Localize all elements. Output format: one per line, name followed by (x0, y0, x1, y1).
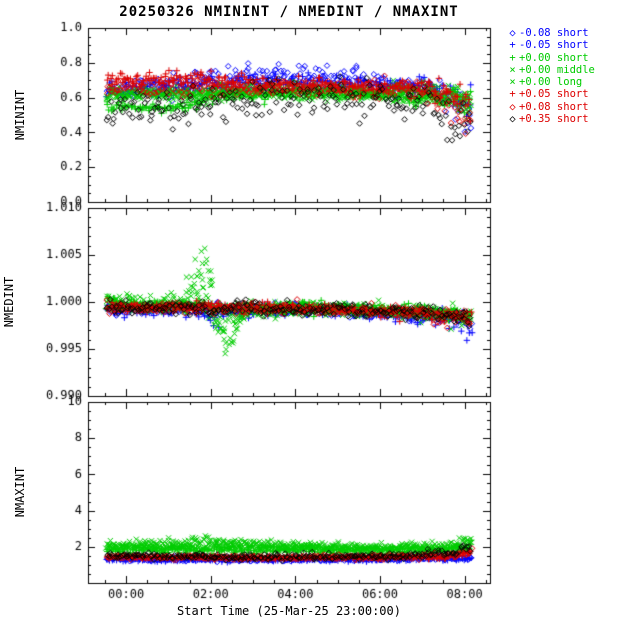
legend-item-label: -0.05 short (519, 39, 589, 52)
legend-item: + +0.05 short (506, 88, 595, 100)
x-symbol-icon: × (509, 63, 516, 76)
legend-item: × +0.00 middle (506, 64, 595, 76)
diamond-symbol-icon: ◇ (509, 27, 516, 39)
diamond-symbol-icon: ◇ (509, 113, 516, 126)
legend-item: ◇ +0.35 short (506, 113, 595, 125)
legend-item-label: +0.00 long (519, 76, 583, 89)
plus-symbol-icon: + (509, 88, 516, 101)
legend-item-label: +0.00 short (519, 51, 589, 64)
y-axis-label-nmaxint: NMAXINT (13, 466, 27, 518)
legend-item-label: -0.08 short (519, 27, 589, 39)
diamond-symbol-icon: ◇ (509, 100, 516, 113)
chart-title: 20250326 NMININT / NMEDINT / NMAXINT (119, 4, 459, 20)
y-axis-label-nmedint: NMEDINT (2, 276, 16, 328)
plus-symbol-icon: + (509, 39, 516, 52)
x-axis-label: Start Time (25-Mar-25 23:00:00) (177, 604, 401, 618)
legend-item-label: +0.05 short (519, 88, 589, 101)
y-axis-label-nminint: NMININT (13, 89, 27, 141)
legend-item: ◇ +0.08 short (506, 101, 595, 113)
legend-item-label: +0.08 short (519, 100, 589, 113)
plus-symbol-icon: + (509, 51, 516, 64)
legend-item: ◇ -0.08 short (506, 27, 595, 39)
legend-item: × +0.00 long (506, 76, 595, 88)
x-symbol-icon: × (509, 76, 516, 89)
legend-item-label: +0.00 middle (519, 63, 595, 76)
legend: ◇ -0.08 short + -0.05 short + +0.00 short × +0.… (506, 27, 595, 125)
legend-item: + +0.00 short (506, 52, 595, 64)
legend-item-label: +0.35 short (519, 113, 589, 126)
legend-item: + -0.05 short (506, 39, 595, 51)
